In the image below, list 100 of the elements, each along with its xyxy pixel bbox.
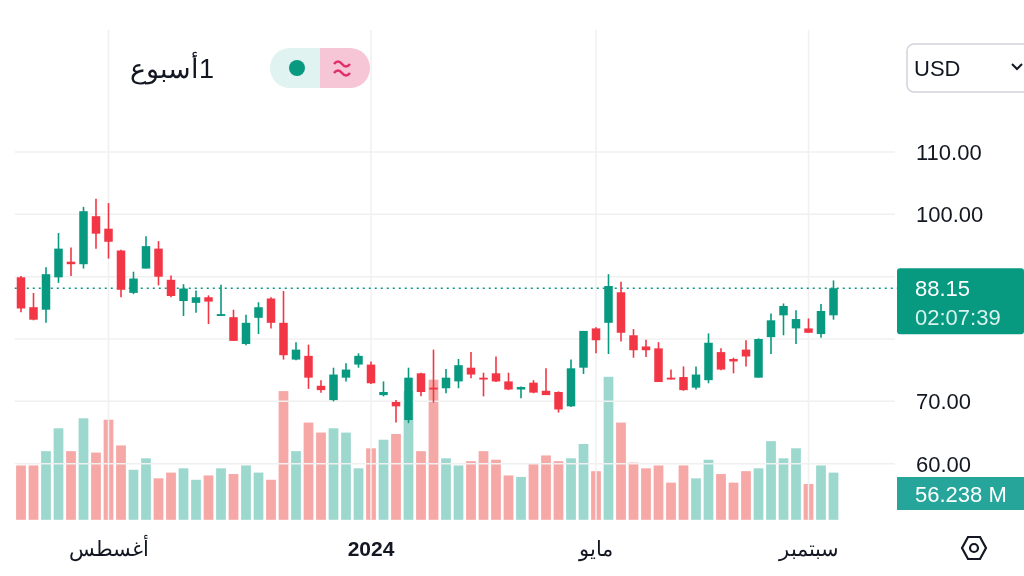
bar [178,468,189,520]
x-tick-label: أغسطس [68,534,149,562]
candlestick [341,362,351,383]
bar [253,472,264,520]
text: 02:07:39 [915,305,1001,331]
bar [316,432,326,520]
bar [516,476,526,520]
bar [328,428,339,520]
candlestick [466,351,476,380]
bar [353,468,364,520]
bar [66,451,76,520]
bar [553,461,564,520]
candlestick [254,301,263,335]
text: 56.238 M [915,482,1007,507]
bar [378,439,389,520]
bar [603,376,614,520]
y-tick-label: 100.00 [916,202,984,228]
bar [303,422,314,520]
bar [503,475,514,520]
candlestick [629,328,638,359]
text: USD [914,56,961,81]
bar [278,391,289,520]
candlestick [129,270,138,295]
bar [478,451,489,520]
bar [28,465,39,520]
bar [766,441,776,520]
candlestick [666,368,676,381]
bar [191,479,201,520]
candlestick [204,294,213,325]
candlestick [304,343,313,390]
y-tick-label: 70.00 [916,389,972,415]
bar [641,468,651,520]
candlestick [791,309,801,345]
bar [653,465,664,520]
bar [203,475,214,520]
bar [728,482,739,520]
bar [628,462,639,520]
bar [666,482,676,520]
candlestick [229,308,238,342]
candlestick [679,365,688,392]
y-tick-label: 60.00 [916,451,972,477]
bar [828,472,839,520]
x-tick-label: سبتمبر [777,537,839,562]
bar [341,432,351,520]
candlestick [104,202,113,260]
bar [816,465,826,520]
bar [528,464,539,520]
bar [78,418,89,520]
bar [91,452,101,520]
candlestick [766,312,776,355]
bar [741,471,751,520]
bar [578,444,589,520]
bar [153,478,164,520]
bar [266,479,276,520]
bar [703,459,714,520]
bar [466,461,476,520]
candlestick [479,371,488,398]
candlestick [516,385,526,400]
bar [678,465,689,520]
candlestick [241,313,251,347]
bar [691,478,701,520]
bar [291,451,301,520]
bar [166,472,176,520]
chart-title: 1أسبوع [130,51,215,85]
ref-line-label: 88.15 [915,276,971,302]
bar [541,455,551,520]
bar [228,474,239,520]
bar [566,458,576,520]
bar [416,451,426,520]
bar [716,474,726,520]
candlestick [91,197,101,250]
bar [128,469,139,520]
bar [753,468,764,520]
bar [53,428,64,520]
candlestick [554,390,563,414]
bar [216,468,226,520]
candlestick [641,338,651,358]
bar [441,458,451,520]
candlestick [141,235,151,270]
bar [391,434,401,520]
bar [241,465,251,520]
bar [491,459,501,520]
candlestick [166,274,176,299]
candlestick [816,303,826,339]
candlestick [779,302,788,337]
bar [41,451,51,520]
bar [616,422,626,520]
x-tick-label: 2024 [347,537,395,560]
candlestick [29,292,38,322]
bar [453,465,464,520]
bar [791,448,801,520]
bar [778,458,789,520]
bar [428,379,439,520]
candlestick [454,358,463,390]
candlestick [366,360,376,385]
bar [16,465,26,520]
bar [141,458,151,520]
bar [116,445,126,520]
candlestick [491,355,501,383]
candlestick [591,326,601,355]
